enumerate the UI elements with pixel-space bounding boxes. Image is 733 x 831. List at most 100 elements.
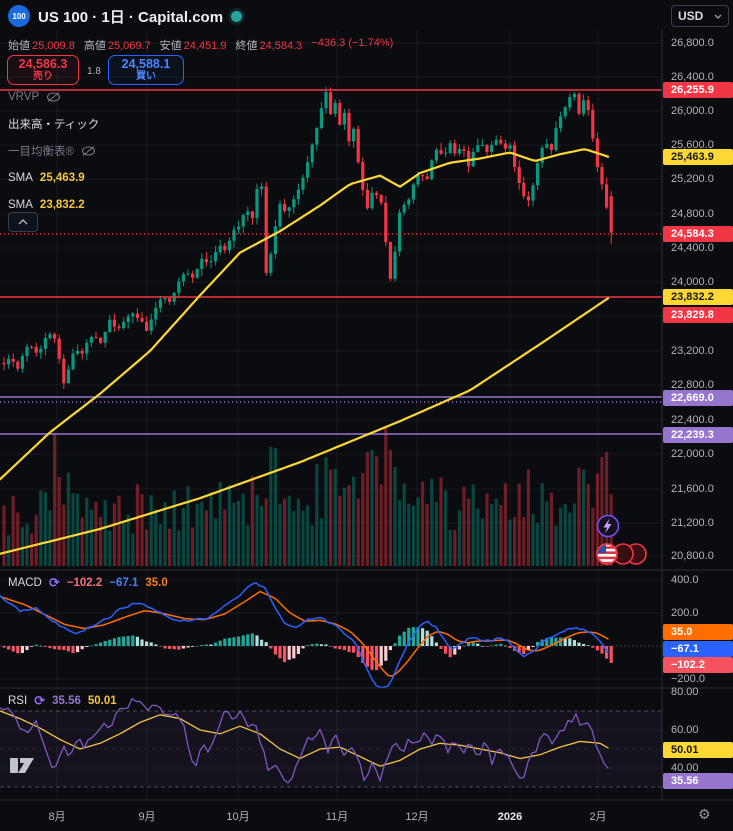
eye-off-icon[interactable] (46, 91, 61, 103)
volume-bar (490, 504, 494, 566)
candle-body (605, 184, 609, 208)
currency-dropdown[interactable]: USD (671, 5, 729, 27)
candle-body (2, 362, 6, 365)
macd-histogram-bar (480, 646, 484, 647)
candle-body (425, 176, 429, 180)
macd-pane-header[interactable]: MACD ⟳ −102.2 −67.1 35.0 (8, 576, 168, 589)
candle-body (218, 245, 222, 253)
volume-bar (540, 483, 544, 566)
macd-histogram-bar (232, 637, 236, 646)
macd-histogram-bar (11, 646, 15, 652)
candle-body (384, 202, 388, 243)
candle-body (39, 348, 43, 353)
macd-histogram-bar (462, 645, 466, 647)
candle-body (168, 298, 172, 302)
volume-bar (43, 492, 47, 566)
high-pair: 高値 25,069.7 (83, 40, 151, 52)
lightning-event-icon[interactable] (596, 514, 620, 538)
candle-body (200, 258, 204, 270)
candle-body (609, 196, 613, 233)
volume-bar (416, 497, 420, 566)
volume-bar (260, 505, 264, 566)
volume-bar (135, 484, 139, 566)
legend-item-vrvp[interactable]: VRVP (8, 87, 61, 107)
volume-bar (250, 475, 254, 566)
volume-bar (411, 505, 415, 566)
legend-item-volume[interactable]: 出来高・ティック (8, 114, 99, 134)
macd-histogram-bar (66, 646, 70, 652)
refresh-icon[interactable]: ⟳ (34, 693, 46, 708)
candle-body (549, 144, 553, 151)
volume-bar (563, 504, 567, 566)
sell-price: 24,586.3 (18, 57, 68, 72)
volume-bar (209, 492, 213, 566)
candle-body (439, 149, 443, 154)
rsi-pane-header[interactable]: RSI ⟳ 35.56 50.01 (8, 694, 117, 707)
flag-event-icons[interactable] (592, 542, 648, 566)
candle-body (241, 215, 245, 227)
rsi-axis-tick: 80.00 (671, 686, 699, 698)
volume-bar (218, 481, 222, 566)
candle-body (591, 109, 595, 139)
candle-body (421, 175, 425, 177)
tradingview-logo (10, 758, 34, 773)
candle-body (25, 346, 29, 357)
candle-body (117, 326, 121, 329)
candle-body (30, 346, 34, 348)
candle-body (402, 204, 406, 213)
macd-histogram-bar (457, 646, 461, 650)
macd-histogram-bar (306, 645, 310, 646)
macd-histogram-bar (195, 645, 199, 647)
volume-bar (48, 510, 52, 566)
volume-bar (168, 528, 172, 566)
legend-item-ichimoku[interactable]: 一目均衡表® (8, 141, 96, 161)
price-badge: 22,669.0 (663, 390, 733, 406)
price-axis-tick: 24,800.0 (671, 208, 714, 220)
macd-histogram-bar (554, 637, 558, 646)
macd-histogram-bar (476, 643, 480, 646)
candle-body (457, 149, 461, 154)
volume-bar (582, 469, 586, 566)
time-axis-label: 11月 (325, 811, 349, 823)
macd-histogram-bar (494, 644, 498, 646)
macd-histogram-bar (347, 646, 351, 653)
buy-button[interactable]: 24,588.1 買い (108, 55, 184, 85)
candle-body (338, 102, 342, 125)
volume-bar (154, 509, 158, 566)
legend-item-sma1[interactable]: SMA 25,463.9 (8, 168, 85, 188)
macd-histogram-bar (292, 646, 296, 659)
legend-item-sma2[interactable]: SMA 23,832.2 (8, 195, 85, 215)
candle-body (255, 188, 259, 218)
symbol-title[interactable]: US 100 · 1日 · Capital.com (38, 8, 224, 26)
volume-bar (379, 484, 383, 566)
price-axis-tick: 26,800.0 (671, 37, 714, 49)
price-axis-tick: 22,000.0 (671, 448, 714, 460)
price-axis-tick: 24,000.0 (671, 276, 714, 288)
candle-body (513, 145, 517, 168)
macd-histogram-bar (370, 646, 374, 670)
volume-bar (223, 509, 227, 566)
price-axis-tick: 25,200.0 (671, 173, 714, 185)
scale-settings-icon[interactable]: ⚙ (698, 806, 711, 822)
candle-body (7, 358, 11, 365)
refresh-icon[interactable]: ⟳ (48, 575, 60, 590)
candle-body (365, 189, 369, 209)
macd-histogram-bar (508, 646, 512, 649)
sma2-label: SMA (8, 199, 33, 211)
candle-body (462, 149, 466, 151)
volume-bar (204, 510, 208, 566)
candle-body (453, 143, 457, 154)
sell-button[interactable]: 24,586.3 売り (7, 55, 79, 85)
legend-collapse-button[interactable] (8, 212, 38, 232)
macd-histogram-bar (112, 638, 116, 646)
volume-bar (200, 501, 204, 566)
volume-bar (586, 484, 590, 566)
macd-histogram-bar (39, 645, 43, 647)
eye-off-icon[interactable] (81, 145, 96, 157)
candle-body (531, 185, 535, 201)
volume-bar (365, 452, 369, 566)
price-axis-tick: 25,600.0 (671, 139, 714, 151)
candle-body (34, 346, 38, 353)
